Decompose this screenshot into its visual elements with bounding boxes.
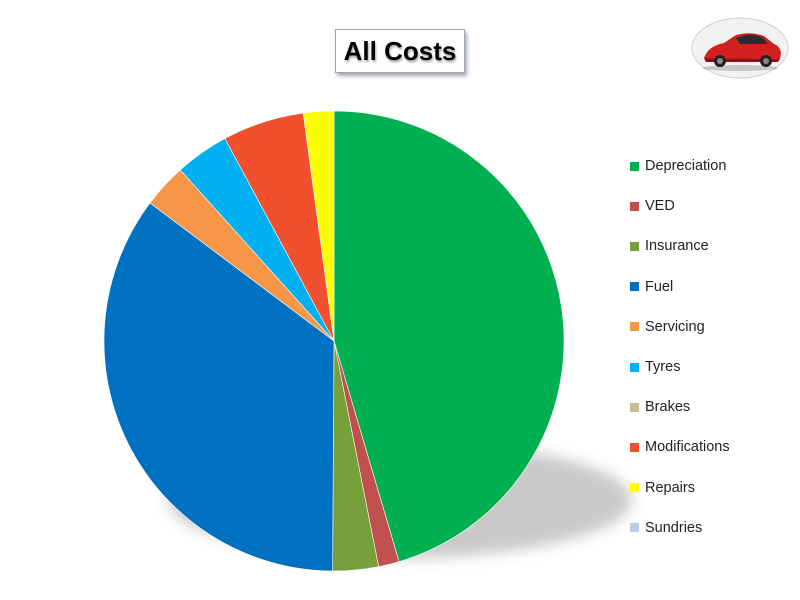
legend-item-fuel: Fuel <box>630 267 790 307</box>
legend-label: Modifications <box>645 439 730 456</box>
legend-item-servicing: Servicing <box>630 307 790 347</box>
legend-item-depreciation: Depreciation <box>630 146 790 186</box>
legend-swatch <box>630 402 639 412</box>
legend-swatch <box>630 201 639 211</box>
legend-swatch <box>630 483 639 493</box>
legend-item-sundries: Sundries <box>630 508 790 548</box>
legend-label: Depreciation <box>645 158 727 175</box>
legend-swatch <box>630 523 639 533</box>
legend-swatch <box>630 282 639 292</box>
legend-item-brakes: Brakes <box>630 387 790 427</box>
legend-item-tyres: Tyres <box>630 347 790 387</box>
legend-swatch <box>630 442 639 452</box>
legend-label: Repairs <box>645 479 695 496</box>
legend-label: VED <box>645 198 675 215</box>
legend-label: Brakes <box>645 399 691 416</box>
pie-slices <box>103 110 565 572</box>
legend-label: Insurance <box>645 238 709 255</box>
legend-item-insurance: Insurance <box>630 226 790 266</box>
legend-swatch <box>630 161 639 171</box>
pie-slice-depreciation <box>333 110 565 562</box>
legend-label: Tyres <box>645 359 681 376</box>
legend-swatch <box>630 322 639 332</box>
legend-item-modifications: Modifications <box>630 427 790 467</box>
chart-title: All Costs <box>343 35 457 66</box>
red-car-logo <box>691 17 789 79</box>
legend-item-ved: VED <box>630 186 790 226</box>
legend-label: Servicing <box>645 318 705 335</box>
legend-item-repairs: Repairs <box>630 468 790 508</box>
legend-label: Fuel <box>645 278 674 295</box>
pie-slice-repairs <box>302 110 335 342</box>
chart-legend: Depreciation VED Insurance Fuel Servicing Tyr… <box>630 146 790 548</box>
legend-swatch <box>630 362 639 372</box>
legend-label: Sundries <box>645 519 703 536</box>
chart-title-box: All Costs <box>335 29 465 73</box>
pie-slice-fuel <box>103 202 335 572</box>
legend-swatch <box>630 241 639 251</box>
